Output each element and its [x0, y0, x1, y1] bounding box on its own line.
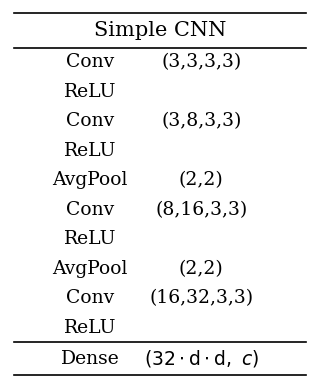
- Text: Simple CNN: Simple CNN: [94, 21, 226, 40]
- Text: Dense: Dense: [61, 350, 120, 368]
- Text: Conv: Conv: [66, 201, 114, 219]
- Text: AvgPool: AvgPool: [52, 260, 128, 278]
- Text: (16,32,3,3): (16,32,3,3): [149, 289, 253, 307]
- Text: Conv: Conv: [66, 289, 114, 307]
- Text: (8,16,3,3): (8,16,3,3): [155, 201, 247, 219]
- Text: (2,2): (2,2): [179, 171, 224, 189]
- Text: $(32 \cdot \mathrm{d} \cdot \mathrm{d},\ c)$: $(32 \cdot \mathrm{d} \cdot \mathrm{d},\…: [144, 348, 259, 369]
- Text: ReLU: ReLU: [64, 142, 116, 160]
- Text: (3,8,3,3): (3,8,3,3): [161, 112, 241, 130]
- Text: ReLU: ReLU: [64, 230, 116, 248]
- Text: Conv: Conv: [66, 112, 114, 130]
- Text: ReLU: ReLU: [64, 83, 116, 101]
- Text: ReLU: ReLU: [64, 319, 116, 336]
- Text: (2,2): (2,2): [179, 260, 224, 278]
- Text: Conv: Conv: [66, 54, 114, 71]
- Text: AvgPool: AvgPool: [52, 171, 128, 189]
- Text: (3,3,3,3): (3,3,3,3): [161, 54, 241, 71]
